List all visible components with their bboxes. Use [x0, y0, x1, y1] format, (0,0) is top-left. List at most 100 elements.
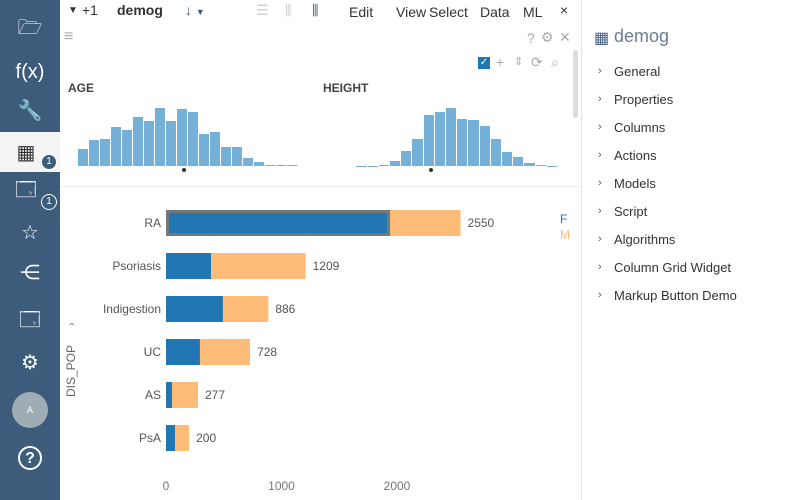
chevron-right-icon[interactable]: ›	[598, 289, 602, 301]
bar-f[interactable]	[166, 296, 223, 322]
histogram[interactable]	[334, 100, 558, 172]
histogram-bar[interactable]	[232, 146, 242, 166]
menu-ml[interactable]: ML	[523, 4, 543, 20]
menu-view[interactable]: View	[396, 4, 427, 20]
bar-m[interactable]	[175, 425, 190, 451]
menu-edit[interactable]: Edit	[349, 4, 374, 20]
histogram-bar[interactable]	[133, 116, 143, 166]
bar-f[interactable]	[166, 253, 212, 279]
panel-section[interactable]: Columns	[614, 120, 666, 135]
sidebar-item-wrench[interactable]: 🔧	[0, 90, 60, 130]
hamburger-icon[interactable]: ≡	[64, 28, 74, 45]
bar-f[interactable]	[166, 339, 200, 365]
histogram-bar[interactable]	[434, 112, 445, 166]
chevron-right-icon[interactable]: ›	[598, 121, 602, 133]
chevron-right-icon[interactable]: ›	[598, 233, 602, 245]
bar-f[interactable]	[166, 382, 173, 408]
sidebar-item-settings[interactable]: ⚙	[0, 342, 60, 382]
histogram-bar[interactable]	[144, 120, 154, 166]
close-icon[interactable]: ×	[560, 2, 569, 18]
sidebar-item-table[interactable]: ▦ 1	[0, 132, 60, 172]
grid-view-icon[interactable]: ☰	[256, 2, 269, 18]
chevron-right-icon[interactable]: ›	[598, 65, 602, 77]
histogram-bar[interactable]	[524, 162, 535, 166]
histogram-bar[interactable]	[412, 138, 423, 166]
histogram[interactable]	[78, 100, 298, 172]
panel-section[interactable]: Column Grid Widget	[614, 260, 732, 275]
histogram-bar[interactable]	[401, 151, 412, 166]
histogram-bar[interactable]	[490, 138, 501, 166]
sidebar-item-window[interactable]: 🗔 1	[0, 172, 60, 212]
panel-section[interactable]: Markup Button Demo	[614, 288, 737, 303]
histogram-bar[interactable]	[122, 130, 132, 166]
histogram-bar[interactable]	[265, 165, 275, 166]
views-count[interactable]: +1	[82, 2, 98, 18]
panel-section[interactable]: Properties	[614, 92, 674, 107]
scrollbar[interactable]	[573, 50, 578, 118]
sidebar-item-avatar[interactable]: A	[0, 390, 60, 430]
download-icon[interactable]: ↓ ▼	[185, 2, 205, 18]
avatar[interactable]: A	[12, 392, 48, 428]
chevron-right-icon[interactable]: ›	[598, 149, 602, 161]
chevron-icon[interactable]: ›	[66, 322, 78, 326]
range-dot[interactable]	[182, 168, 186, 172]
histogram-bar[interactable]	[166, 121, 176, 166]
panel-section[interactable]: Script	[614, 204, 648, 219]
bar-f[interactable]	[166, 210, 391, 236]
histogram-bar[interactable]	[287, 165, 297, 166]
range-dot[interactable]	[429, 168, 433, 172]
histogram-bar[interactable]	[535, 165, 546, 166]
histogram-bar[interactable]	[188, 112, 198, 166]
checkbox[interactable]: ✓	[478, 57, 490, 69]
close-viewer-icon[interactable]: ✕	[559, 29, 571, 45]
search-icon[interactable]: ⌕	[551, 54, 559, 70]
histogram-bar[interactable]	[155, 108, 165, 166]
sidebar-item-browser[interactable]: 🗔	[0, 302, 60, 342]
bar-m[interactable]	[172, 382, 198, 408]
panel-section[interactable]: General	[614, 64, 661, 79]
histogram-bar[interactable]	[111, 127, 121, 166]
menu-data[interactable]: Data	[480, 4, 510, 20]
histogram-bar[interactable]	[210, 132, 220, 166]
columns-view-icon[interactable]: ⫼	[285, 2, 292, 18]
histogram-bar[interactable]	[457, 119, 468, 166]
plus-icon[interactable]: +	[496, 54, 505, 70]
histogram-bar[interactable]	[423, 114, 434, 166]
histogram-bar[interactable]	[199, 134, 209, 166]
bar-f[interactable]	[166, 425, 176, 451]
gear-icon[interactable]: ⚙	[541, 29, 554, 45]
bar-m[interactable]	[199, 339, 251, 365]
menu-select[interactable]: Select	[429, 4, 468, 20]
panel-section[interactable]: Actions	[614, 148, 657, 163]
histogram-bar[interactable]	[243, 157, 253, 166]
histogram-bar[interactable]	[100, 139, 110, 166]
histogram-bar[interactable]	[254, 162, 264, 166]
sort-icon[interactable]: ⇕	[514, 56, 524, 68]
histogram-bar[interactable]	[78, 149, 88, 166]
histogram-bar[interactable]	[446, 108, 457, 166]
histogram-bar[interactable]	[378, 164, 389, 166]
sidebar-item-star[interactable]: ☆	[0, 212, 60, 252]
chevron-right-icon[interactable]: ›	[598, 93, 602, 105]
histogram-bar[interactable]	[502, 152, 513, 166]
histogram-bar[interactable]	[513, 157, 524, 166]
bar-m[interactable]	[222, 296, 269, 322]
bar-m[interactable]	[390, 210, 461, 236]
histogram-bar[interactable]	[221, 146, 231, 166]
help-icon[interactable]: ?	[527, 30, 535, 46]
sidebar-item-share[interactable]: ⋲	[0, 252, 60, 292]
chevron-right-icon[interactable]: ›	[598, 177, 602, 189]
histogram-bar[interactable]	[479, 126, 490, 166]
histogram-bar[interactable]	[276, 165, 286, 166]
dropdown-icon[interactable]: ▼	[68, 5, 78, 16]
chevron-right-icon[interactable]: ›	[598, 261, 602, 273]
panel-section[interactable]: Algorithms	[614, 232, 676, 247]
sidebar-item-help[interactable]: ?	[0, 438, 60, 478]
histogram-bar[interactable]	[177, 109, 187, 166]
sidebar-item-folder-open[interactable]: 🗁	[0, 10, 60, 50]
histogram-bar[interactable]	[390, 160, 401, 166]
refresh-icon[interactable]: ⟳	[531, 54, 543, 70]
chevron-right-icon[interactable]: ›	[598, 205, 602, 217]
table-title[interactable]: demog	[117, 2, 163, 18]
histogram-bar[interactable]	[468, 120, 479, 166]
